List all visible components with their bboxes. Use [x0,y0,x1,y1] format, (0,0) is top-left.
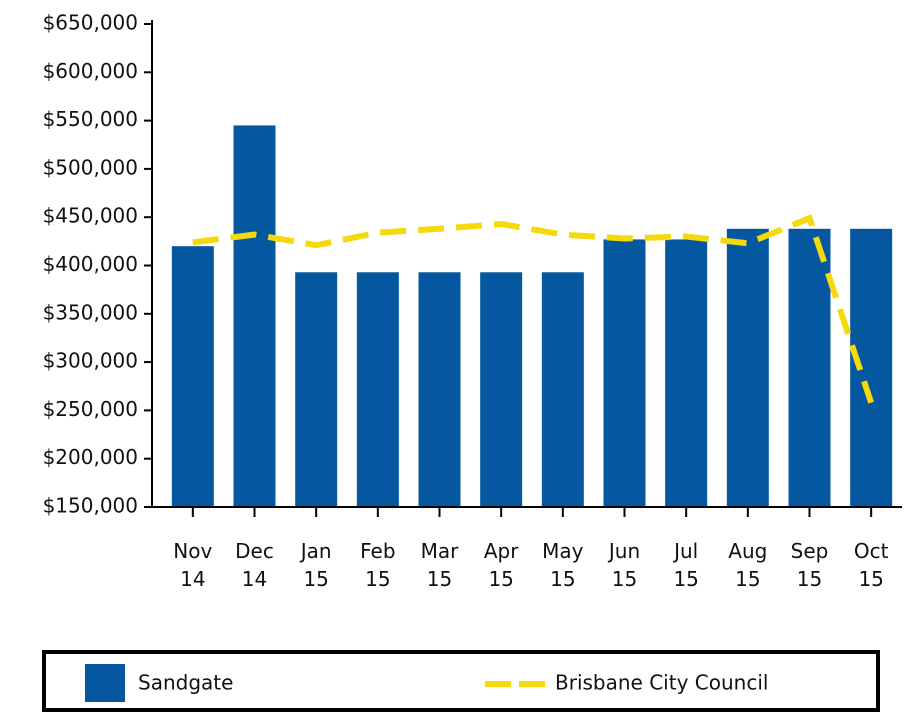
bar [726,228,769,508]
legend-box [42,650,880,712]
y-tick-label: $250,000 [43,397,138,421]
x-tick-label: Jan 15 [299,539,332,591]
bar [418,272,461,507]
bar [603,239,646,507]
y-tick-label: $150,000 [43,494,138,518]
x-tick-label: Mar 15 [421,539,460,591]
y-tick-label: $650,000 [43,11,138,35]
x-tick-label: Apr 15 [484,539,519,591]
bar [788,228,831,508]
legend-swatch [85,664,125,702]
x-tick-label: Nov 14 [173,539,212,591]
y-tick-label: $400,000 [43,252,138,276]
x-tick-label: Feb 15 [360,539,395,591]
x-tick-label: Jul 15 [672,539,699,591]
bar [541,272,584,507]
y-tick-label: $350,000 [43,300,138,324]
legend-label: Sandgate [138,671,233,695]
bar [233,125,276,508]
legend-label: Brisbane City Council [555,671,768,695]
x-tick-label: Dec 14 [235,539,274,591]
bar [356,272,399,507]
x-tick-label: Jun 15 [607,539,640,591]
line [192,214,875,404]
bar [295,272,338,507]
bar [480,272,523,507]
y-tick-label: $500,000 [43,155,138,179]
bar [665,239,708,507]
y-tick-label: $450,000 [43,204,138,228]
x-tick-label: May 15 [542,539,584,591]
y-tick-label: $200,000 [43,445,138,469]
x-tick-label: Oct 15 [854,539,889,591]
x-tick-label: Sep 15 [791,539,829,591]
x-tick-label: Aug 15 [728,539,767,591]
bar [171,246,214,507]
y-tick-label: $600,000 [43,59,138,83]
y-tick-label: $550,000 [43,107,138,131]
y-tick-label: $300,000 [43,349,138,373]
